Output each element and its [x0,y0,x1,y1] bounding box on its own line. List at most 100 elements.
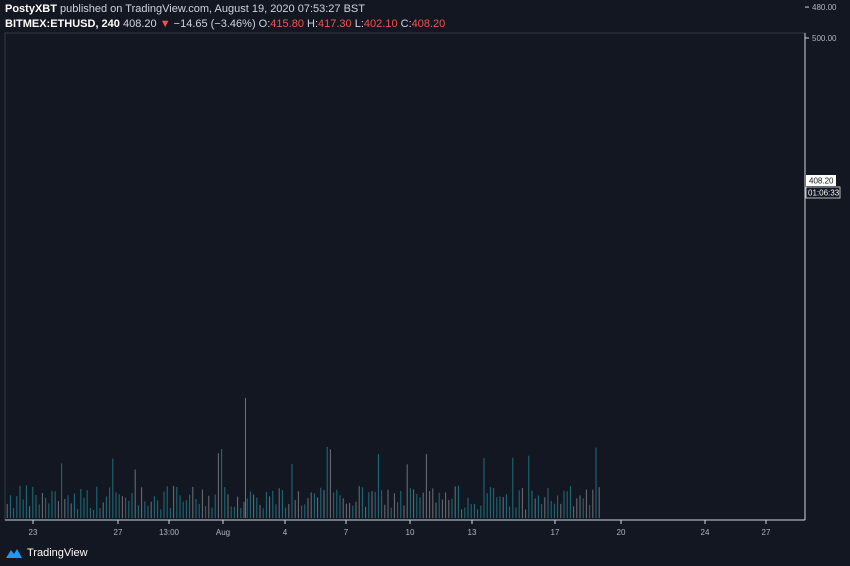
volume-bar [25,485,27,518]
volume-bar [201,489,203,518]
volume-bar [355,501,357,518]
volume-bar [147,505,149,518]
price-tags: 408.20 01:06:33 [805,175,841,199]
volume-bar [313,493,315,518]
close-label: C: [400,18,412,30]
volume-bar [249,491,251,518]
volume-bar [547,487,549,518]
volume-bar [435,502,437,518]
volume-bar [281,490,283,518]
publish-info: published on TradingView.com, August 19,… [60,3,365,15]
volume-bar [109,487,111,518]
volume-bar [253,494,255,518]
volume-bar [518,490,520,518]
volume-bar [243,501,245,518]
volume-bar [566,491,568,518]
volume-bar [310,492,312,518]
change-value: −14.65 (−3.46%) [173,18,256,30]
volume-bar [48,503,50,518]
volume-bar [153,496,155,518]
down-arrow-icon: ▼ [159,18,171,30]
volume-bar [521,487,523,518]
volume-bar [317,497,319,518]
volume-bar [128,500,130,518]
volume-bar [400,490,402,518]
volume-bar [294,500,296,518]
volume-bar [221,448,223,518]
volume-bar [563,490,565,518]
volume-bar [99,508,101,518]
volume-bar [473,503,475,518]
volume-bar [32,486,34,518]
volume-bar [470,503,472,518]
last-price: 408.20 [122,18,157,30]
volume-bar [464,507,466,518]
volume-bar [502,497,504,518]
volume-bar [406,464,408,518]
open-value: 415.80 [270,18,304,30]
price-axis: 200.00220.00240.00260.00280.00300.00320.… [805,3,837,43]
time-tick-label: 4 [283,528,288,537]
volume-bar [291,463,293,518]
close-value: 408.20 [411,18,446,30]
volume-bar [595,447,597,518]
volume-bar [585,489,587,518]
volume-bar [457,485,459,518]
volume-bar [45,497,47,518]
time-tick-label: 27 [114,528,123,537]
volume-bar [489,487,491,518]
volume-bar [6,503,8,518]
volume-bar [329,449,331,518]
volume-bar [493,488,495,518]
volume-bar [496,497,498,518]
time-tick-label: 13 [468,528,477,537]
volume-bar [185,500,187,518]
volume-bar [217,453,219,518]
volume-bar [77,509,79,518]
volume-bar [278,488,280,518]
volume-bar [112,458,114,518]
low-label: L: [354,18,364,30]
volume-bar [323,490,325,518]
volume-bar [230,506,232,518]
volume-bar [454,486,456,518]
volume-bar [451,498,453,518]
volume-bar [509,506,511,518]
volume-bar [422,492,424,518]
volume-bar [598,487,600,518]
volume-bar [441,499,443,518]
last-price-tag [806,175,836,186]
volume-bar [41,492,43,518]
symbol-line: BITMEX:ETHUSD, 240 408.20 ▼ −14.65 (−3.4… [5,17,445,32]
volume-bar [38,504,40,518]
volume-bar [57,501,59,518]
volume-bar [29,506,31,518]
volume-bar [89,507,91,518]
volume-bar [125,497,127,518]
volume-bar [141,487,143,518]
volume-bar [179,495,181,518]
volume-bar [189,494,191,518]
volume-bar [83,497,85,518]
time-axis: 23 27 13:00 Aug 4 7 10 13 17 20 24 27 [29,520,771,537]
volume-bar [211,507,213,518]
volume-bar [246,498,248,518]
footer-brand[interactable]: TradingView [5,544,88,562]
volume-bar [448,499,450,518]
volume-bar [192,486,194,518]
volume-bar [582,498,584,518]
volume-bar [358,486,360,518]
volume-bar [592,489,594,518]
volume-bar [461,509,463,518]
volume-bar [557,495,559,518]
time-tick-label: 27 [762,528,771,537]
author-name[interactable]: PostyXBT [5,3,57,15]
volume-bar [160,509,162,518]
volume-bar [195,498,197,518]
volume-bar [301,505,303,518]
volume-bar [336,489,338,518]
volume-bar [121,496,123,518]
volume-bar [176,486,178,518]
